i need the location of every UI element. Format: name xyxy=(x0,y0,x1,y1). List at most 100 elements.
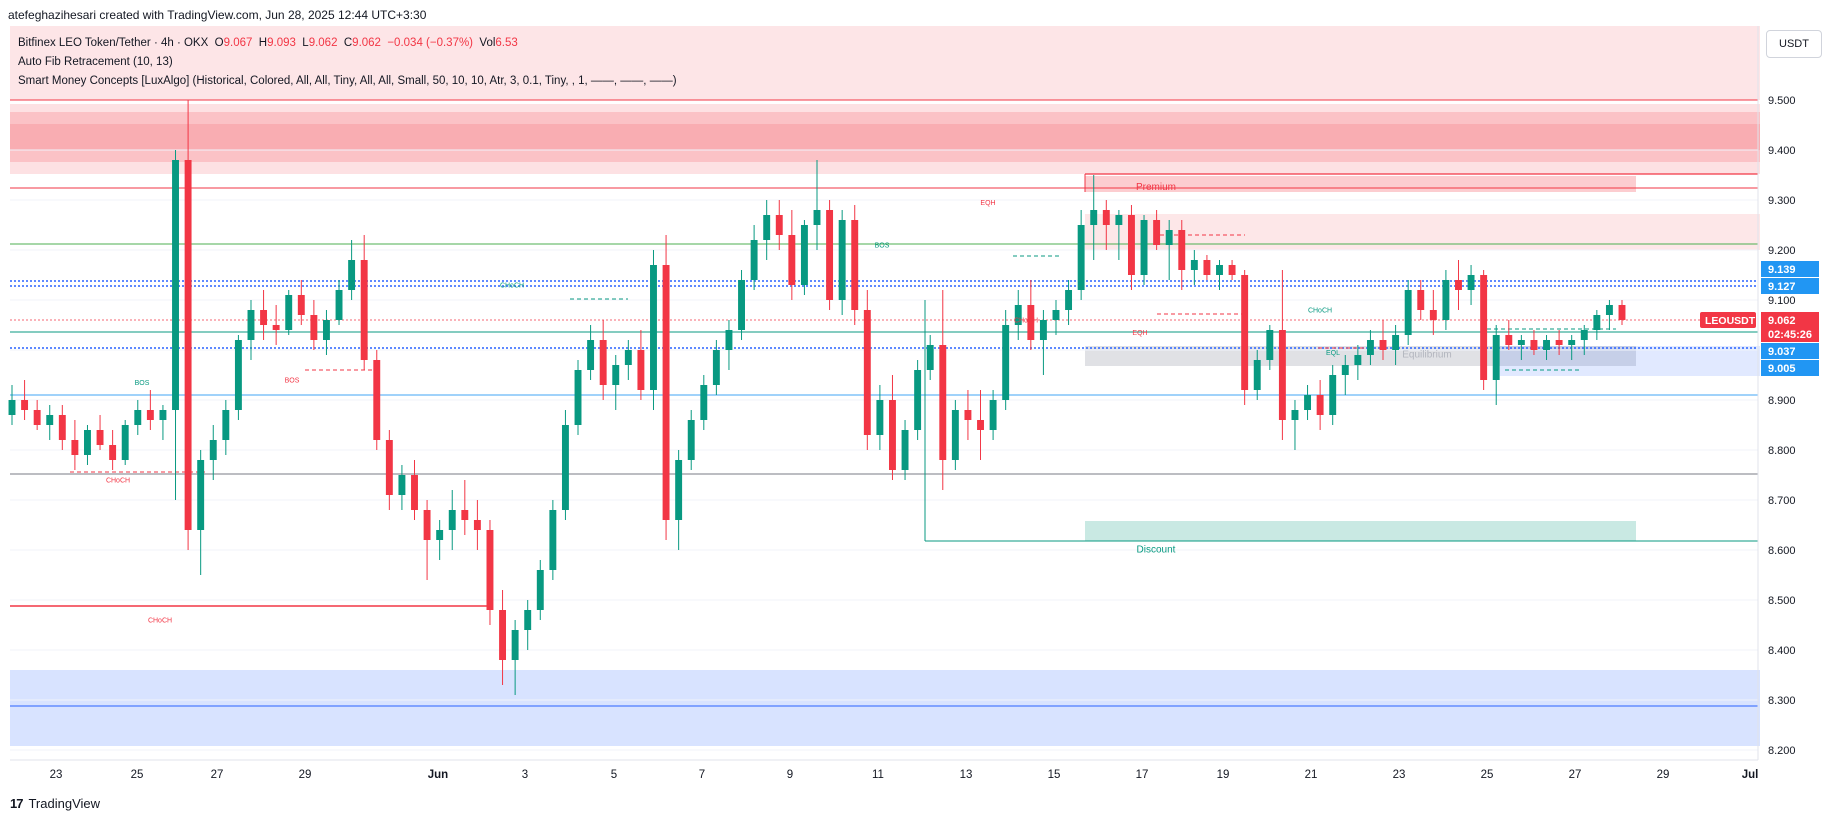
candle-body xyxy=(1543,340,1550,350)
close-label: C xyxy=(343,37,353,49)
open-value: 9.067 xyxy=(223,37,253,49)
candle-body xyxy=(914,370,922,430)
candle-body xyxy=(411,475,418,510)
candle-body xyxy=(725,330,733,350)
candle-body xyxy=(1065,290,1073,310)
x-tick-label: 27 xyxy=(1569,769,1582,781)
candle-body xyxy=(775,215,783,235)
candle-body xyxy=(750,240,758,280)
candle-body xyxy=(473,520,481,530)
candle-body xyxy=(385,440,393,495)
candle-body xyxy=(587,340,595,370)
chart-credit: atefeghazihesari created with TradingVie… xyxy=(8,8,427,22)
candle-body xyxy=(1027,305,1035,340)
candle-body xyxy=(599,340,607,385)
candle-body xyxy=(71,440,79,455)
candle-body xyxy=(436,530,444,540)
y-tick-label: 9.100 xyxy=(1768,295,1796,307)
candle-body xyxy=(1379,340,1387,350)
price-label-box xyxy=(1761,326,1819,342)
candle-body xyxy=(461,510,469,520)
candle-body xyxy=(8,400,16,415)
candle-body xyxy=(310,315,318,340)
candle-body xyxy=(813,210,821,225)
candle-body xyxy=(58,415,66,440)
price-label-box xyxy=(1761,261,1819,277)
price-axis[interactable]: 9.5009.4009.3009.2009.1009.0008.9008.800… xyxy=(1700,26,1819,760)
candle-body xyxy=(1140,220,1148,275)
candle-body xyxy=(33,410,41,425)
y-tick-label: 8.200 xyxy=(1768,745,1796,757)
y-tick-label: 8.700 xyxy=(1768,495,1796,507)
candle-body xyxy=(1228,265,1236,275)
candle-body xyxy=(712,350,720,385)
y-tick-label: 8.600 xyxy=(1768,545,1796,557)
candle-body xyxy=(612,365,620,385)
candle-body xyxy=(624,350,632,365)
candle-body xyxy=(763,215,771,240)
currency-selector[interactable]: USDT xyxy=(1766,30,1822,58)
price-label-box xyxy=(1761,343,1819,359)
zone-label: Equilibrium xyxy=(1402,350,1451,361)
candle-body xyxy=(1442,280,1450,320)
candle-body xyxy=(272,325,280,330)
zone-label: Premium xyxy=(1136,182,1176,193)
structure-label: EQH xyxy=(1132,330,1147,337)
candle-body xyxy=(348,260,356,290)
candle-body xyxy=(901,430,909,470)
x-tick-label: 27 xyxy=(211,769,224,781)
x-tick-label: 19 xyxy=(1217,769,1230,781)
candle-body xyxy=(1115,215,1123,225)
candle-body xyxy=(1203,260,1211,275)
candle-body xyxy=(536,570,544,610)
candle-body xyxy=(826,210,834,300)
candle-body xyxy=(1052,310,1060,320)
symbol-tag-text: LEOUSDT xyxy=(1705,315,1756,327)
x-tick-label: 23 xyxy=(50,769,63,781)
candle-body xyxy=(989,400,997,430)
candle-body xyxy=(234,340,242,410)
y-tick-label: 9.400 xyxy=(1768,145,1796,157)
structure-label: CHoCH xyxy=(1014,318,1038,325)
price-label-text: 9.037 xyxy=(1768,346,1796,358)
time-axis[interactable]: 23 25 27 29 Jun 3 5 7 9 11 13 15 17 19 21 23 25 27 29 Jul xyxy=(10,759,1758,781)
price-chart[interactable]: Premium Equilibrium Discount BOS CHoCH CHoCH B… xyxy=(0,0,1835,800)
candle-body xyxy=(1605,305,1613,315)
indicator-smc[interactable]: Smart Money Concepts [LuxAlgo] (Historic… xyxy=(18,75,677,87)
low-value: 9.062 xyxy=(308,37,338,49)
y-tick-label: 8.300 xyxy=(1768,695,1796,707)
fib-top-band xyxy=(10,104,1760,174)
price-label-text: 9.127 xyxy=(1768,281,1796,293)
structure-label: BOS xyxy=(285,378,300,385)
candle-body xyxy=(1366,340,1374,355)
candle-body xyxy=(964,410,972,420)
candle-body xyxy=(335,290,343,320)
structure-label: BOS xyxy=(135,380,150,387)
candle-body xyxy=(838,220,846,300)
candle-body xyxy=(109,445,117,460)
symbol-tag-box xyxy=(1700,312,1756,328)
y-tick-label: 8.500 xyxy=(1768,595,1796,607)
x-tick-label: 25 xyxy=(1481,769,1494,781)
y-tick-label: 8.400 xyxy=(1768,645,1796,657)
fib-top-band-core xyxy=(10,124,1760,150)
change-value: −0.034 (−0.37%) xyxy=(387,37,474,49)
low-label: L xyxy=(302,37,309,49)
candle-body xyxy=(172,160,179,410)
discount-zone xyxy=(1085,521,1636,541)
order-block-bear xyxy=(1085,214,1760,250)
candle-body xyxy=(1555,340,1563,345)
x-tick-label: 11 xyxy=(872,769,884,781)
candle-body xyxy=(800,225,808,285)
chart-legend: Bitfinex LEO Token/Tether · 4h · OKX O9.… xyxy=(18,34,677,91)
candle-body xyxy=(1316,395,1324,415)
candle-body xyxy=(851,220,859,310)
indicator-fib[interactable]: Auto Fib Retracement (10, 13) xyxy=(18,56,173,68)
symbol-name[interactable]: Bitfinex LEO Token/Tether · 4h · OKX xyxy=(18,37,209,49)
candle-body xyxy=(1077,225,1085,290)
candle-body xyxy=(662,265,670,520)
x-tick-label: 29 xyxy=(1657,769,1670,781)
candle-body xyxy=(46,415,54,425)
candle-body xyxy=(1429,310,1437,320)
candle-body xyxy=(322,320,330,340)
